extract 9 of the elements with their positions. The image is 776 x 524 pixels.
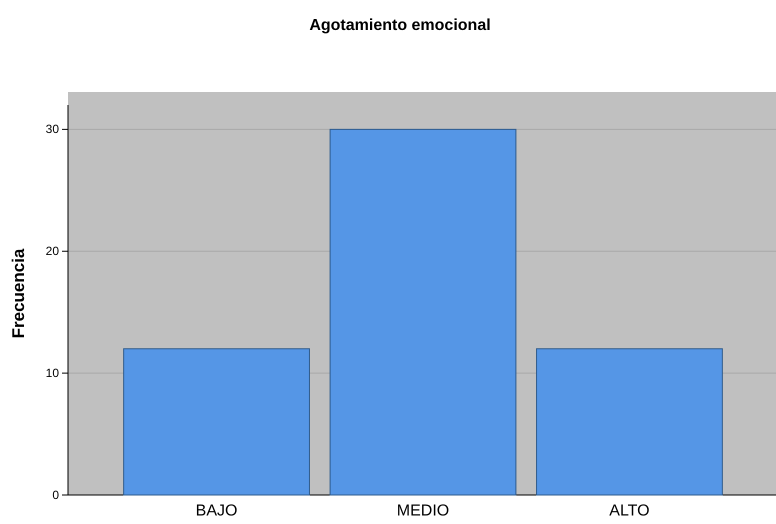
x-tick-label: MEDIO — [396, 502, 450, 520]
y-tick-label: 30 — [46, 122, 60, 136]
y-tick-label: 10 — [46, 366, 60, 380]
y-axis-title: Frecuencia — [9, 248, 28, 338]
y-tick-label: 20 — [46, 244, 60, 258]
x-tick-label: ALTO — [609, 502, 650, 520]
chart-title: Agotamiento emocional — [309, 17, 491, 34]
x-tick-label: BAJO — [196, 502, 238, 520]
y-tick-label: 0 — [52, 488, 60, 502]
